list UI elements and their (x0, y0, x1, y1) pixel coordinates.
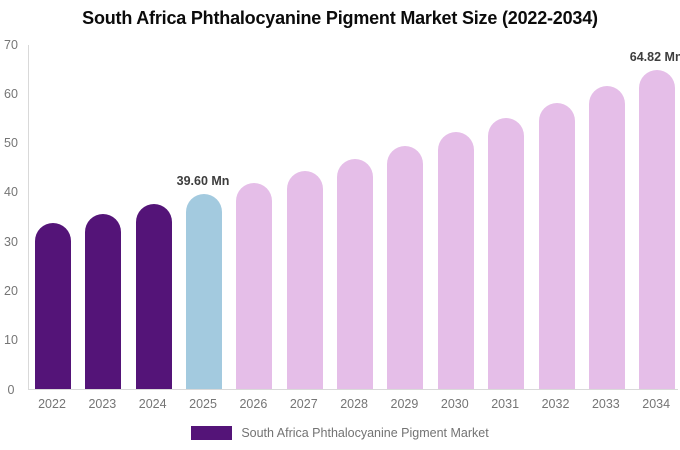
plot-area (28, 45, 678, 390)
y-tick-label: 60 (4, 86, 18, 101)
y-tick-label: 10 (4, 333, 18, 348)
value-label-2034: 64.82 Mn (629, 49, 680, 64)
bar-2034[interactable] (639, 69, 676, 389)
bar-2033[interactable] (588, 86, 625, 389)
bar-2022[interactable] (35, 223, 71, 389)
x-tick-label: 2022 (38, 397, 66, 411)
y-tick-label: 20 (4, 283, 18, 298)
x-tick-label: 2026 (239, 397, 268, 411)
bar-2027[interactable] (286, 171, 323, 389)
x-tick-label: 2028 (340, 397, 368, 411)
bar-2025[interactable] (186, 193, 223, 389)
bar-2030[interactable] (437, 132, 474, 389)
bar-2028[interactable] (337, 158, 374, 389)
y-tick-label: 70 (4, 37, 18, 52)
bar-2024[interactable] (135, 204, 172, 389)
x-tick-label: 2033 (591, 397, 620, 411)
y-tick-label: 30 (4, 234, 18, 249)
x-tick-label: 2023 (88, 397, 117, 411)
value-label-2025: 39.60 Mn (176, 173, 230, 188)
bar-2032[interactable] (538, 102, 575, 389)
y-tick-label: 50 (4, 136, 18, 151)
bar-2026[interactable] (236, 183, 273, 389)
x-tick-label: 2024 (138, 397, 167, 411)
x-tick-label: 2027 (289, 397, 318, 411)
bar-2023[interactable] (85, 214, 122, 389)
x-tick-label: 2034 (642, 397, 671, 411)
legend-item[interactable]: South Africa Phthalocyanine Pigment Mark… (0, 426, 680, 440)
legend-swatch-icon (191, 426, 233, 440)
y-tick-label: 0 (7, 382, 15, 397)
bar-2029[interactable] (387, 146, 424, 389)
x-tick-label: 2025 (189, 397, 217, 411)
x-tick-label: 2032 (541, 397, 570, 411)
legend-label: South Africa Phthalocyanine Pigment Mark… (241, 426, 489, 440)
chart-title: South Africa Phthalocyanine Pigment Mark… (82, 8, 598, 28)
x-tick-label: 2029 (390, 397, 419, 411)
bar-2031[interactable] (488, 117, 525, 389)
x-tick-label: 2030 (440, 397, 469, 411)
y-tick-label: 40 (4, 185, 18, 200)
x-tick-label: 2031 (491, 397, 520, 411)
